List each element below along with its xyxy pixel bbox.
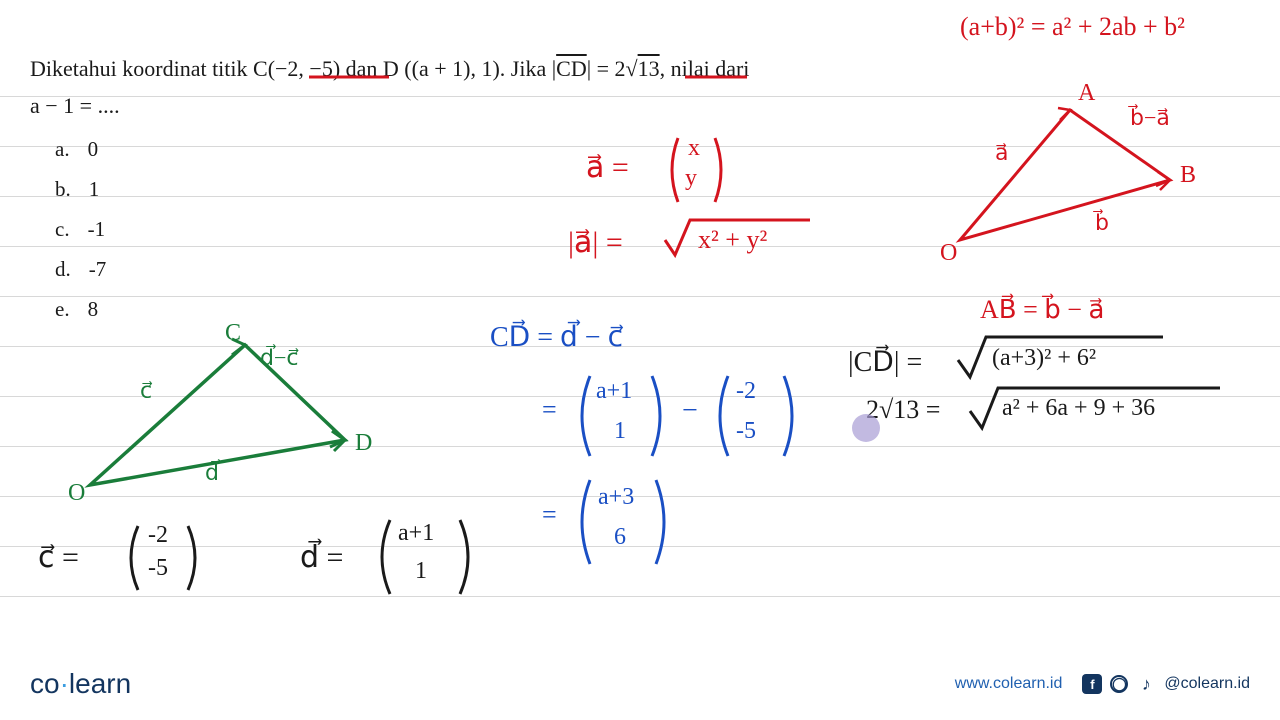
pen-cursor	[852, 414, 880, 442]
r-bot: 6	[614, 524, 626, 551]
social-handle[interactable]: @colearn.id	[1164, 675, 1250, 693]
tri-O: O	[940, 240, 957, 267]
footer-url[interactable]: www.colearn.id	[955, 675, 1063, 693]
logo-co: co	[30, 668, 60, 699]
m2-top: -2	[736, 378, 756, 405]
sqrt-13: 13	[638, 56, 660, 81]
question-line1-mid: = 2	[591, 56, 625, 81]
col-y: y	[685, 165, 697, 192]
answer-options: a.0 b.1 c.-1 d.-7 e.8	[55, 130, 106, 329]
tri-B: B	[1180, 162, 1196, 189]
a-vec-eq: a⃗ =	[586, 150, 629, 185]
option-c: c.-1	[55, 210, 106, 250]
blue-minus: −	[682, 395, 698, 427]
identity-note: (a+b)² = a² + 2ab + b²	[960, 12, 1185, 42]
option-a: a.0	[55, 130, 106, 170]
mag-a-right: x² + y²	[698, 225, 767, 255]
gtri-d: d⃗	[205, 460, 219, 486]
line2-right: a² + 6a + 9 + 36	[1002, 395, 1155, 422]
cd-mag-right: (a+3)² + 6²	[992, 345, 1096, 372]
c-eq: c⃗ =	[38, 540, 79, 575]
option-e: e.8	[55, 290, 106, 330]
question-text: Diketahui koordinat titik C(−2, −5) dan …	[30, 50, 749, 125]
social-links: f ◯ ♪ @colearn.id	[1082, 674, 1250, 694]
cd-mag-left: |CD⃗| =	[848, 345, 922, 379]
option-b: b.1	[55, 170, 106, 210]
tri-a: a⃗	[995, 140, 1008, 166]
c-top: -2	[148, 522, 168, 549]
r-top: a+3	[598, 484, 634, 511]
question-line1-post: , nilai dari	[660, 56, 750, 81]
tri-A: A	[1078, 80, 1095, 107]
footer: co·learn www.colearn.id f ◯ ♪ @colearn.i…	[30, 668, 1250, 700]
cd-eq: CD⃗ = d⃗ − c⃗	[490, 320, 623, 354]
blue-eq1: =	[542, 395, 557, 425]
logo-learn: learn	[69, 668, 131, 699]
m1-top: a+1	[596, 378, 632, 405]
option-d: d.-7	[55, 250, 106, 290]
question-line1-pre: Diketahui koordinat titik C(−2, −5) dan …	[30, 56, 552, 81]
ab-eq: AB⃗ = b⃗ − a⃗	[980, 295, 1104, 325]
tri-b: b⃗	[1095, 210, 1109, 236]
col-xy-parens	[660, 130, 740, 210]
gtri-O: O	[68, 480, 85, 507]
m2-bot: -5	[736, 418, 756, 445]
d-eq: d⃗ =	[300, 540, 343, 575]
question-line2: a − 1 = ....	[30, 87, 749, 124]
c-bot: -5	[148, 555, 168, 582]
gtri-C: C	[225, 320, 241, 347]
tiktok-icon[interactable]: ♪	[1136, 674, 1156, 694]
d-top: a+1	[398, 520, 434, 547]
instagram-icon[interactable]: ◯	[1110, 675, 1128, 693]
triangle-ocd	[60, 325, 380, 515]
cd-bar: CD	[556, 56, 587, 81]
mag-a-left: |a⃗| =	[568, 225, 623, 260]
m1-bot: 1	[614, 418, 626, 445]
tri-ba: b⃗−a⃗	[1130, 105, 1170, 131]
d-bot: 1	[415, 558, 427, 585]
gtri-D: D	[355, 430, 372, 457]
gtri-dc: d⃗−c⃗	[260, 345, 298, 371]
gtri-c: c⃗	[140, 378, 152, 404]
col-x: x	[688, 135, 700, 162]
facebook-icon[interactable]: f	[1082, 674, 1102, 694]
logo: co·learn	[30, 668, 131, 700]
blue-eq2: =	[542, 500, 557, 530]
